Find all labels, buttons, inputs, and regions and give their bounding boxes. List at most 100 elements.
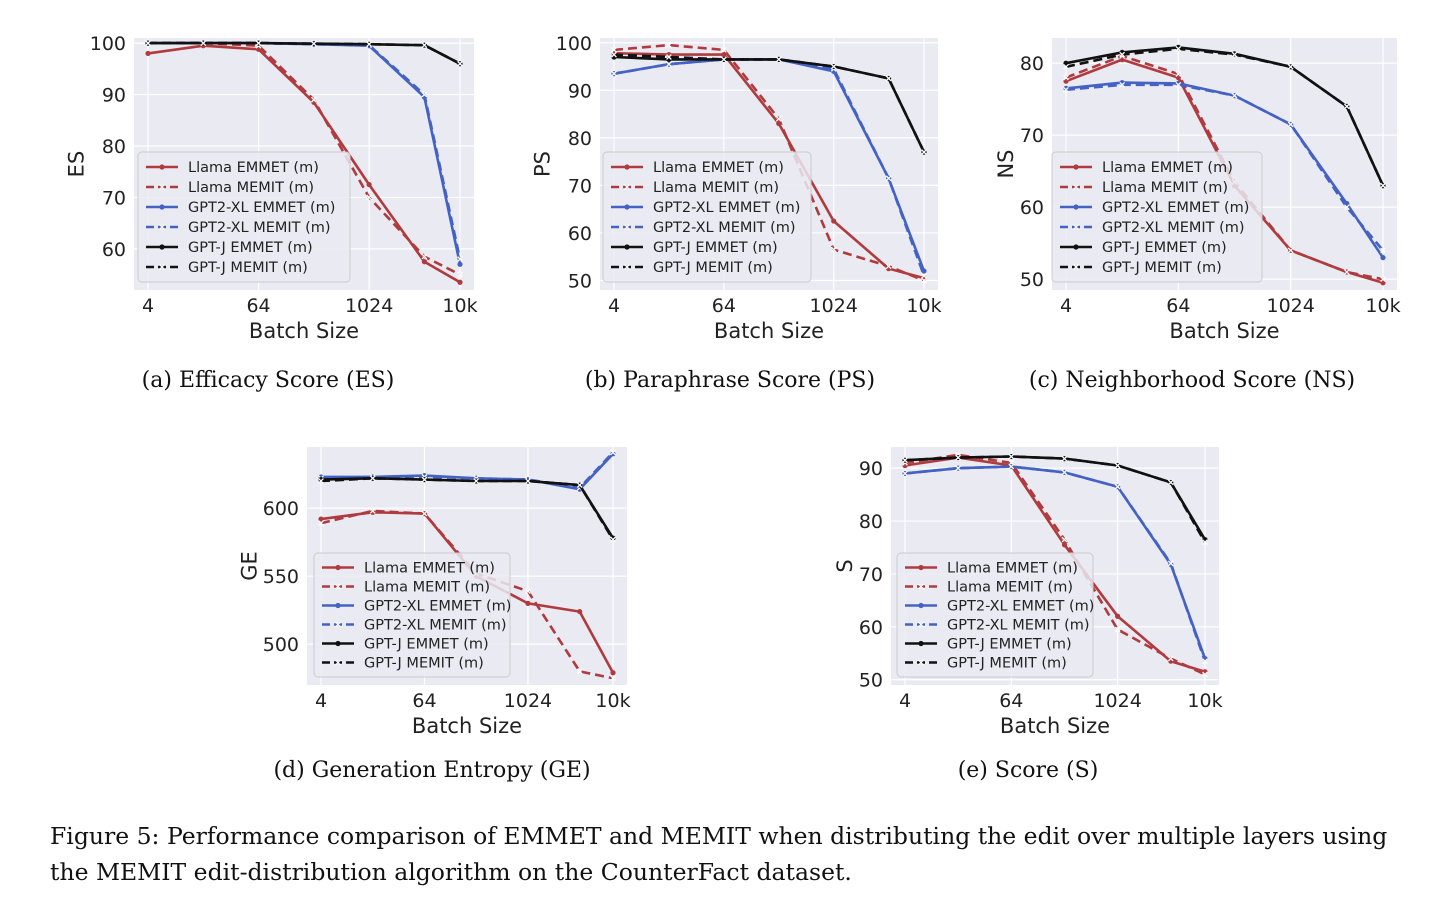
y-tick-label: 600 xyxy=(263,498,299,520)
legend-label: GPT-J MEMIT (m) xyxy=(188,260,308,276)
legend-marker xyxy=(624,164,630,170)
data-point xyxy=(1119,81,1126,88)
x-axis-label: Batch Size xyxy=(714,319,824,343)
legend-label: GPT2-XL EMMET (m) xyxy=(947,599,1094,615)
data-point xyxy=(1343,103,1350,110)
data-point xyxy=(366,194,372,201)
legend-label: GPT2-XL EMMET (m) xyxy=(1102,200,1249,216)
data-point xyxy=(1343,269,1350,275)
data-point xyxy=(1063,74,1069,81)
legend-marker xyxy=(624,204,630,210)
data-point xyxy=(885,75,892,82)
data-point xyxy=(1231,92,1238,99)
y-tick-label: 550 xyxy=(263,566,299,588)
x-tick-label: 1024 xyxy=(504,690,552,712)
data-point xyxy=(1231,51,1238,58)
legend-marker xyxy=(335,583,341,590)
legend-marker xyxy=(335,564,341,571)
legend-marker xyxy=(335,659,341,666)
data-point xyxy=(1063,63,1069,70)
x-tick-label: 64 xyxy=(412,690,436,712)
data-point xyxy=(611,70,617,77)
data-point xyxy=(421,476,428,483)
legend-marker xyxy=(918,564,924,571)
y-tick-label: 50 xyxy=(859,670,883,692)
y-axis-label: GE xyxy=(238,551,262,581)
data-point xyxy=(369,475,376,482)
y-tick-label: 500 xyxy=(263,634,299,656)
data-point xyxy=(902,457,908,464)
data-point xyxy=(611,51,617,58)
data-point xyxy=(666,61,672,68)
y-tick-label: 80 xyxy=(1020,53,1044,75)
legend-label: GPT2-XL EMMET (m) xyxy=(188,200,335,216)
data-point xyxy=(457,271,463,278)
figure-caption: Figure 5: Performance comparison of EMME… xyxy=(50,822,1388,886)
legend-marker xyxy=(624,264,630,270)
legend-marker xyxy=(335,621,341,628)
x-axis-label: Batch Size xyxy=(1000,714,1110,738)
legend-label: GPT-J EMMET (m) xyxy=(364,637,489,653)
legend: Llama EMMET (m) Llama MEMIT (m) GPT2-XL EM… xyxy=(313,552,511,678)
data-point xyxy=(1175,81,1182,88)
data-point xyxy=(1287,121,1294,128)
data-point xyxy=(457,279,463,285)
x-tick-label: 10k xyxy=(1365,295,1400,317)
data-point xyxy=(1380,247,1386,254)
y-tick-label: 60 xyxy=(859,617,883,639)
legend-box xyxy=(602,151,812,283)
data-point xyxy=(457,256,463,263)
data-point xyxy=(1061,455,1068,462)
data-point xyxy=(576,482,583,488)
data-point xyxy=(1167,560,1174,567)
data-point xyxy=(720,56,727,63)
y-tick-label: 70 xyxy=(102,187,126,209)
x-tick-label: 1024 xyxy=(810,295,858,317)
y-tick-label: 50 xyxy=(568,270,592,292)
x-tick-label: 64 xyxy=(999,690,1023,712)
legend-marker xyxy=(918,583,924,590)
y-tick-label: 80 xyxy=(859,511,883,533)
data-point xyxy=(830,63,837,70)
legend-marker xyxy=(159,264,165,270)
legend-label: Llama MEMIT (m) xyxy=(1102,180,1228,196)
data-point xyxy=(666,42,672,48)
data-point xyxy=(473,478,480,484)
data-point xyxy=(1380,276,1386,283)
legend-marker xyxy=(1073,164,1079,170)
legend-label: Llama EMMET (m) xyxy=(947,561,1078,577)
legend-marker xyxy=(918,602,924,609)
legend-label: GPT2-XL MEMIT (m) xyxy=(188,220,331,236)
data-point xyxy=(457,261,463,267)
x-tick-label: 10k xyxy=(1187,690,1222,712)
legend-label: Llama MEMIT (m) xyxy=(364,580,490,596)
legend-label: Llama MEMIT (m) xyxy=(653,180,779,196)
data-point xyxy=(885,175,892,182)
x-axis-label: Batch Size xyxy=(412,714,522,738)
data-point xyxy=(1061,469,1068,476)
data-point xyxy=(1175,45,1182,52)
legend-label: Llama EMMET (m) xyxy=(653,160,784,176)
legend-label: GPT2-XL MEMIT (m) xyxy=(1102,220,1245,236)
data-point xyxy=(577,608,583,615)
legend-label: GPT-J EMMET (m) xyxy=(1102,240,1227,256)
data-point xyxy=(1202,671,1208,678)
data-point xyxy=(318,516,324,522)
data-point xyxy=(310,40,317,47)
data-point xyxy=(775,56,782,63)
subfigure-caption-a: (a) Efficacy Score (ES) xyxy=(141,368,395,393)
data-point xyxy=(421,259,428,265)
data-point xyxy=(421,253,428,260)
data-point xyxy=(775,115,782,122)
data-point xyxy=(1380,255,1386,261)
y-tick-label: 70 xyxy=(1020,125,1044,147)
data-point xyxy=(366,41,372,48)
data-point xyxy=(1167,479,1174,486)
legend-label: GPT-J EMMET (m) xyxy=(653,240,778,256)
legend-box xyxy=(137,151,351,283)
x-tick-label: 4 xyxy=(899,690,911,712)
x-tick-label: 64 xyxy=(712,295,736,317)
